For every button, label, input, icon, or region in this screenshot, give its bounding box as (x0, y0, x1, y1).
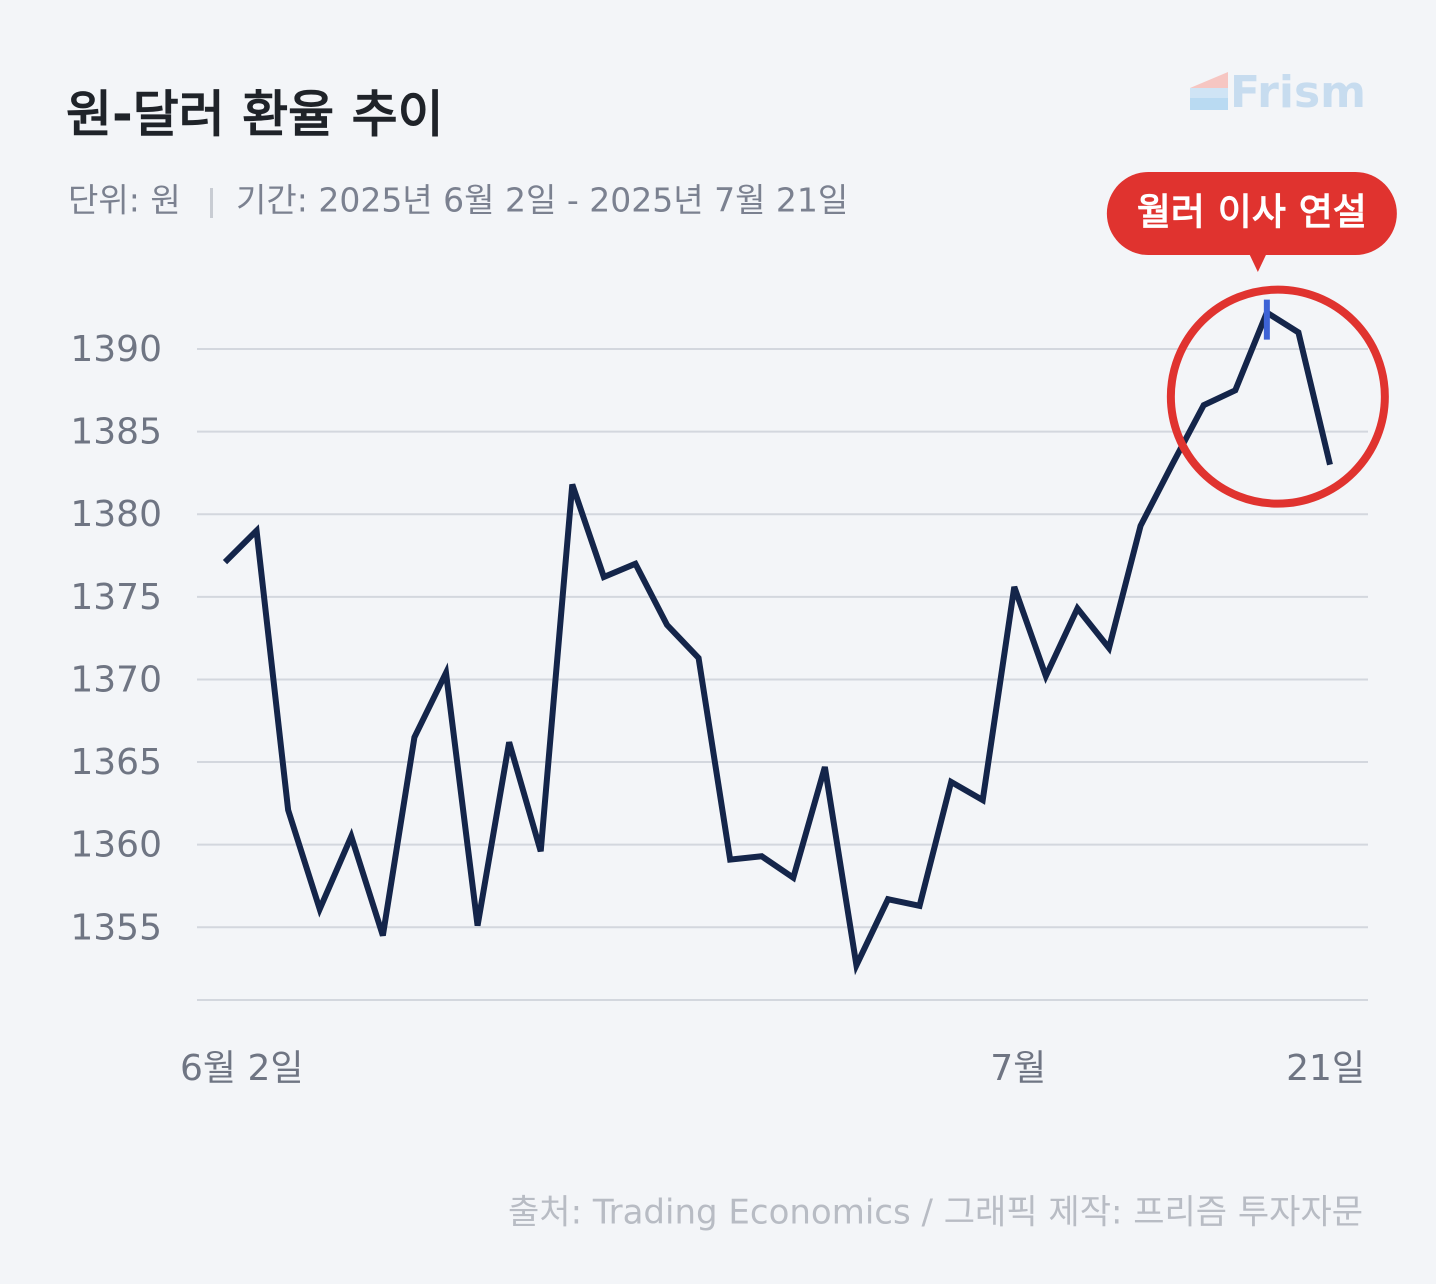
y-tick-label: 1370 (70, 659, 162, 700)
source: 출처: Trading Economics / 그래픽 제작: 프리즘 투자자문 (508, 1193, 1363, 1233)
subtitle-unit: 단위: 원 (68, 181, 181, 220)
annotation-pointer (1248, 253, 1267, 272)
x-tick-label: 21일 (1286, 1048, 1365, 1089)
y-tick-label: 1365 (70, 742, 162, 783)
y-tick-label: 1360 (70, 825, 162, 866)
annotation-label: 월러 이사 연설 (1137, 191, 1367, 234)
y-tick-label: 1380 (70, 494, 162, 535)
y-tick-label: 1385 (70, 412, 162, 453)
annotation-pill (1106, 172, 1397, 255)
y-tick-label: 1390 (70, 329, 162, 370)
chart-title: 원-달러 환율 추이 (66, 86, 444, 144)
logo-icon (1190, 72, 1228, 110)
x-tick-label: 6월 2일 (180, 1048, 304, 1089)
highlight-tick (1263, 299, 1270, 340)
logo: Frism (1230, 67, 1366, 118)
line (222, 308, 1333, 976)
highlight-circle (1166, 285, 1389, 508)
x-tick-label: 7월 (990, 1048, 1046, 1089)
separator (210, 188, 213, 218)
y-tick-label: 1375 (70, 577, 162, 618)
y-tick-label: 1355 (70, 907, 162, 948)
subtitle-period: 기간: 2025년 6월 2일 - 2025년 7월 21일 (236, 181, 848, 220)
